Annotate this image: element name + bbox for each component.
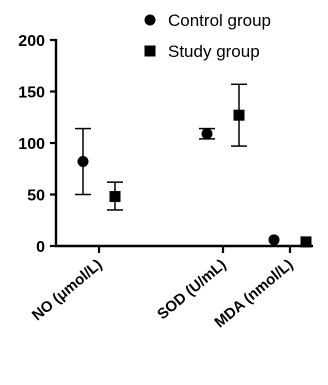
legend-label: Study group [168,42,260,61]
legend-marker-study [144,45,156,57]
data-point-study [300,236,312,248]
y-tick-label: 150 [18,85,45,102]
y-tick-label: 0 [36,239,45,256]
y-tick-label: 200 [18,33,45,50]
data-point-control [201,128,213,140]
x-tick-label: NO (μmol/L) [29,256,106,324]
data-point-study [233,109,245,121]
legend-label: Control group [168,11,271,30]
legend-marker-control [144,14,156,26]
data-point-control [268,234,280,246]
data-point-control [77,156,89,168]
data-point-study [109,191,121,203]
y-tick-label: 50 [27,188,45,205]
y-tick-label: 100 [18,136,45,153]
